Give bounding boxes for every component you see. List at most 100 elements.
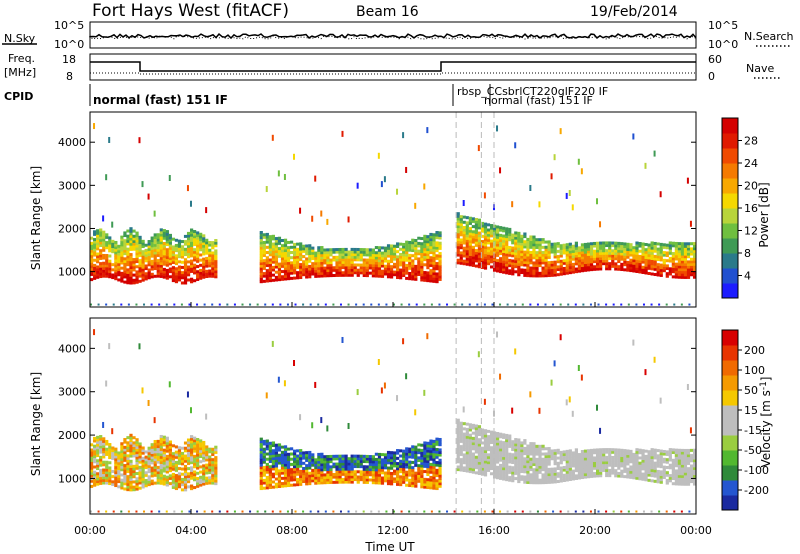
power-cell — [532, 271, 536, 275]
power-cell — [659, 258, 663, 262]
power-cell — [396, 276, 400, 280]
power-cell — [686, 268, 691, 272]
velocity-cell — [347, 478, 351, 482]
velocity-cell — [186, 443, 191, 447]
velocity-cell — [271, 441, 275, 445]
velocity-cell — [141, 459, 145, 463]
velocity-cell — [459, 439, 463, 443]
power-cell — [186, 244, 191, 248]
power-cell — [483, 258, 488, 262]
velocity-cell — [386, 456, 391, 460]
velocity-cell — [462, 453, 466, 457]
velocity-cell — [350, 478, 354, 482]
power-cell — [262, 248, 266, 252]
velocity-cell — [259, 442, 263, 446]
power-cell — [568, 265, 572, 269]
power-cell — [423, 252, 427, 256]
velocity-cell — [271, 475, 275, 479]
velocity-cell — [532, 460, 536, 464]
power-cell — [550, 268, 554, 272]
power-cell — [262, 246, 266, 250]
velocity-cell — [465, 446, 469, 450]
power-cell — [502, 247, 506, 251]
velocity-cell — [280, 484, 285, 488]
power-cell — [211, 264, 215, 268]
power-cell — [159, 228, 163, 232]
power-cell — [347, 268, 351, 272]
power-cell — [686, 270, 691, 274]
velocity-cell — [496, 432, 500, 436]
nsky-tick-top: 10^5 — [54, 19, 84, 32]
velocity-cell — [286, 481, 291, 485]
velocity-cell — [523, 452, 527, 456]
velocity-cell — [602, 466, 606, 470]
velocity-cell — [502, 454, 506, 458]
power-cell — [456, 261, 460, 265]
velocity-cell — [271, 457, 275, 461]
velocity-cell — [314, 463, 318, 467]
power-cell — [123, 259, 127, 263]
power-cell — [638, 265, 642, 269]
velocity-cell — [468, 467, 472, 471]
power-cell — [426, 242, 430, 246]
power-cell — [556, 244, 560, 248]
velocity-cell — [505, 433, 509, 437]
velocity-cell — [665, 450, 669, 454]
velocity-cell — [202, 440, 206, 444]
power-cell — [377, 266, 382, 270]
velocity-cell — [147, 470, 151, 474]
power-cell — [214, 239, 218, 243]
velocity-cell — [293, 478, 297, 482]
velocity-cell — [611, 469, 615, 473]
power-cell — [265, 235, 269, 239]
power-cell — [293, 258, 297, 262]
velocity-cell — [129, 480, 133, 484]
velocity-cell — [120, 463, 124, 467]
power-cell — [90, 265, 94, 269]
power-cell — [429, 235, 433, 239]
velocity-cell — [505, 472, 509, 476]
velocity-cell — [544, 455, 548, 459]
power-cell — [283, 277, 288, 281]
power-cell — [399, 268, 403, 272]
power-cell — [526, 240, 530, 244]
velocity-cell — [438, 471, 442, 475]
power-cell — [559, 272, 563, 276]
power-cell — [174, 262, 179, 266]
power-cell — [186, 265, 191, 269]
power-cell — [535, 238, 539, 242]
power-cell — [474, 230, 479, 234]
velocity-cell — [283, 458, 288, 462]
power-cell — [156, 259, 160, 263]
velocity-cell — [144, 458, 148, 462]
velocity-cell — [305, 479, 309, 483]
velocity-cell — [141, 467, 145, 471]
velocity-cell — [486, 463, 491, 467]
power-cell — [577, 248, 582, 252]
power-cell — [202, 275, 206, 279]
velocity-cell — [262, 455, 266, 459]
velocity-cell — [189, 484, 194, 488]
velocity-cell — [435, 453, 439, 457]
velocity-cell — [435, 463, 439, 467]
velocity-cell — [180, 467, 185, 471]
power-cell — [283, 264, 288, 268]
power-cell — [499, 226, 503, 230]
power-cell — [483, 251, 488, 255]
velocity-cell — [586, 472, 591, 476]
velocity-cell — [517, 438, 521, 442]
velocity-cell — [429, 468, 433, 472]
power-cell — [356, 253, 360, 257]
power-cell — [183, 281, 188, 285]
velocity-cell — [629, 475, 633, 479]
power-cell — [96, 252, 100, 256]
power-cell — [638, 244, 642, 248]
power-cell — [517, 268, 521, 272]
velocity-cell — [659, 465, 663, 469]
velocity-cell — [344, 480, 348, 484]
power-cell — [677, 270, 682, 274]
power-cell — [526, 258, 530, 262]
velocity-cell — [408, 447, 412, 451]
power-cell — [138, 259, 142, 263]
power-cell — [135, 275, 139, 279]
